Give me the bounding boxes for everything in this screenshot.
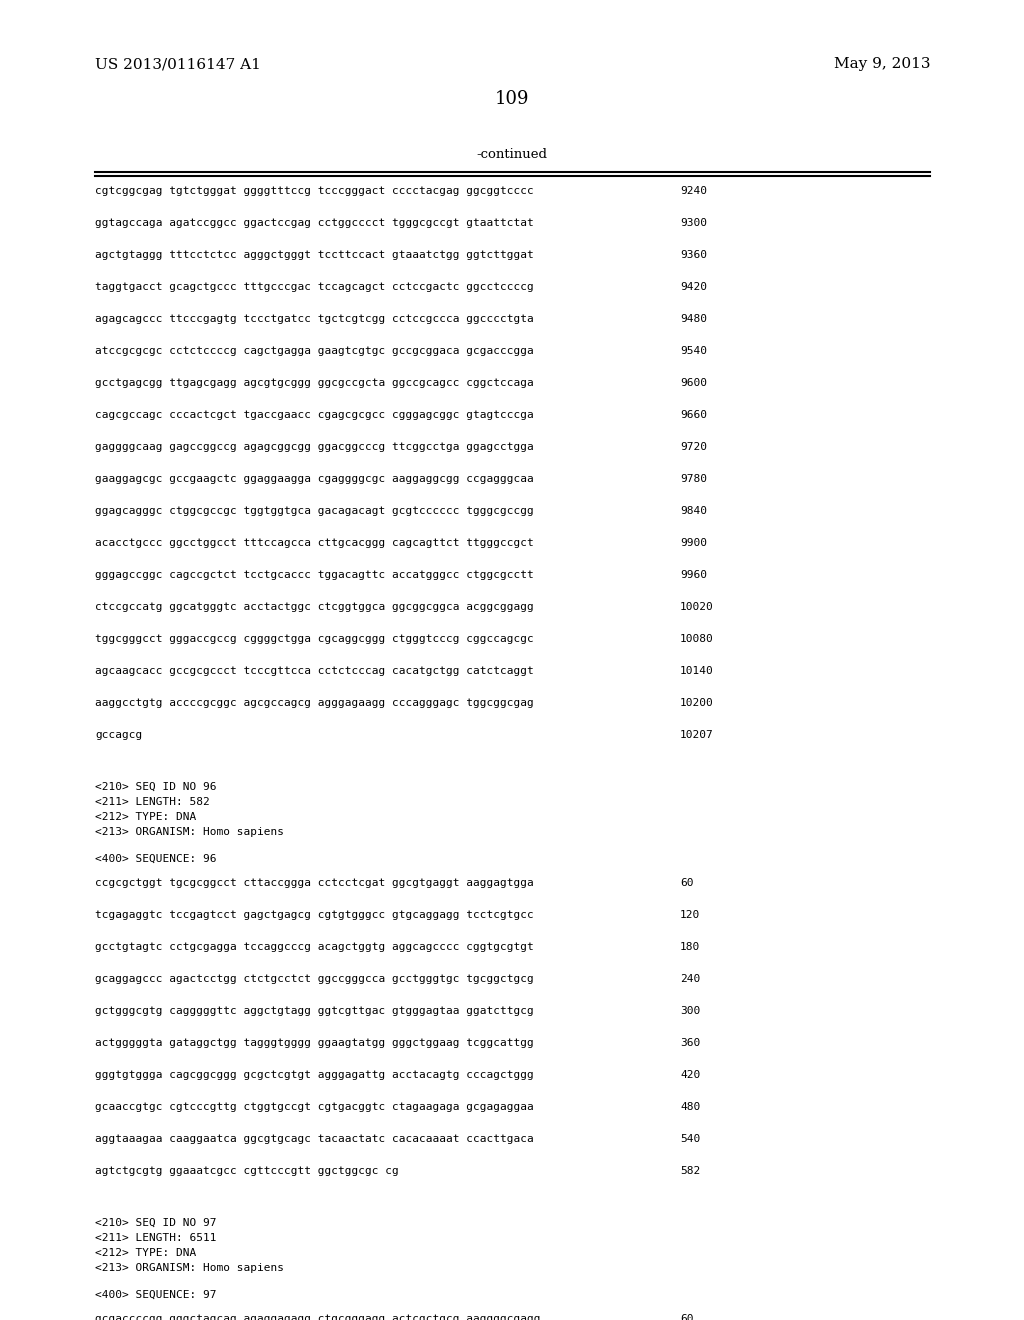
Text: <400> SEQUENCE: 96: <400> SEQUENCE: 96 bbox=[95, 854, 216, 865]
Text: 9420: 9420 bbox=[680, 282, 707, 292]
Text: 10080: 10080 bbox=[680, 634, 714, 644]
Text: gaggggcaag gagccggccg agagcggcgg ggacggcccg ttcggcctga ggagcctgga: gaggggcaag gagccggccg agagcggcgg ggacggc… bbox=[95, 442, 534, 451]
Text: 582: 582 bbox=[680, 1166, 700, 1176]
Text: 9300: 9300 bbox=[680, 218, 707, 228]
Text: gccagcg: gccagcg bbox=[95, 730, 142, 741]
Text: 60: 60 bbox=[680, 1313, 693, 1320]
Text: 10207: 10207 bbox=[680, 730, 714, 741]
Text: agctgtaggg tttcctctcc agggctgggt tccttccact gtaaatctgg ggtcttggat: agctgtaggg tttcctctcc agggctgggt tccttcc… bbox=[95, 249, 534, 260]
Text: 180: 180 bbox=[680, 942, 700, 952]
Text: 9780: 9780 bbox=[680, 474, 707, 484]
Text: 10200: 10200 bbox=[680, 698, 714, 708]
Text: 9240: 9240 bbox=[680, 186, 707, 195]
Text: cgtcggcgag tgtctgggat ggggtttccg tcccgggact cccctacgag ggcggtcccc: cgtcggcgag tgtctgggat ggggtttccg tcccggg… bbox=[95, 186, 534, 195]
Text: <213> ORGANISM: Homo sapiens: <213> ORGANISM: Homo sapiens bbox=[95, 1263, 284, 1272]
Text: <400> SEQUENCE: 97: <400> SEQUENCE: 97 bbox=[95, 1290, 216, 1300]
Text: aaggcctgtg accccgcggc agcgccagcg agggagaagg cccagggagc tggcggcgag: aaggcctgtg accccgcggc agcgccagcg agggaga… bbox=[95, 698, 534, 708]
Text: 420: 420 bbox=[680, 1071, 700, 1080]
Text: gcaaccgtgc cgtcccgttg ctggtgccgt cgtgacggtc ctagaagaga gcgagaggaa: gcaaccgtgc cgtcccgttg ctggtgccgt cgtgacg… bbox=[95, 1102, 534, 1111]
Text: agagcagccc ttcccgagtg tccctgatcc tgctcgtcgg cctccgccca ggcccctgta: agagcagccc ttcccgagtg tccctgatcc tgctcgt… bbox=[95, 314, 534, 323]
Text: 9840: 9840 bbox=[680, 506, 707, 516]
Text: ggtagccaga agatccggcc ggactccgag cctggcccct tgggcgccgt gtaattctat: ggtagccaga agatccggcc ggactccgag cctggcc… bbox=[95, 218, 534, 228]
Text: 10140: 10140 bbox=[680, 667, 714, 676]
Text: atccgcgcgc cctctccccg cagctgagga gaagtcgtgc gccgcggaca gcgacccgga: atccgcgcgc cctctccccg cagctgagga gaagtcg… bbox=[95, 346, 534, 356]
Text: 240: 240 bbox=[680, 974, 700, 983]
Text: 300: 300 bbox=[680, 1006, 700, 1016]
Text: gcctgtagtc cctgcgagga tccaggcccg acagctggtg aggcagcccc cggtgcgtgt: gcctgtagtc cctgcgagga tccaggcccg acagctg… bbox=[95, 942, 534, 952]
Text: ctccgccatg ggcatgggtc acctactggc ctcggtggca ggcggcggca acggcggagg: ctccgccatg ggcatgggtc acctactggc ctcggtg… bbox=[95, 602, 534, 612]
Text: May 9, 2013: May 9, 2013 bbox=[834, 57, 930, 71]
Text: 60: 60 bbox=[680, 878, 693, 888]
Text: 540: 540 bbox=[680, 1134, 700, 1144]
Text: cagcgccagc cccactcgct tgaccgaacc cgagcgcgcc cgggagcggc gtagtcccga: cagcgccagc cccactcgct tgaccgaacc cgagcgc… bbox=[95, 411, 534, 420]
Text: aggtaaagaa caaggaatca ggcgtgcagc tacaactatc cacacaaaat ccacttgaca: aggtaaagaa caaggaatca ggcgtgcagc tacaact… bbox=[95, 1134, 534, 1144]
Text: 9540: 9540 bbox=[680, 346, 707, 356]
Text: 9360: 9360 bbox=[680, 249, 707, 260]
Text: 9600: 9600 bbox=[680, 378, 707, 388]
Text: 480: 480 bbox=[680, 1102, 700, 1111]
Text: US 2013/0116147 A1: US 2013/0116147 A1 bbox=[95, 57, 261, 71]
Text: <211> LENGTH: 582: <211> LENGTH: 582 bbox=[95, 797, 210, 807]
Text: 120: 120 bbox=[680, 909, 700, 920]
Text: 10020: 10020 bbox=[680, 602, 714, 612]
Text: gcctgagcgg ttgagcgagg agcgtgcggg ggcgccgcta ggccgcagcc cggctccaga: gcctgagcgg ttgagcgagg agcgtgcggg ggcgccg… bbox=[95, 378, 534, 388]
Text: tcgagaggtc tccgagtcct gagctgagcg cgtgtgggcc gtgcaggagg tcctcgtgcc: tcgagaggtc tccgagtcct gagctgagcg cgtgtgg… bbox=[95, 909, 534, 920]
Text: <213> ORGANISM: Homo sapiens: <213> ORGANISM: Homo sapiens bbox=[95, 828, 284, 837]
Text: ccgcgctggt tgcgcggcct cttaccggga cctcctcgat ggcgtgaggt aaggagtgga: ccgcgctggt tgcgcggcct cttaccggga cctcctc… bbox=[95, 878, 534, 888]
Text: 9900: 9900 bbox=[680, 539, 707, 548]
Text: 9720: 9720 bbox=[680, 442, 707, 451]
Text: gggtgtggga cagcggcggg gcgctcgtgt agggagattg acctacagtg cccagctggg: gggtgtggga cagcggcggg gcgctcgtgt agggaga… bbox=[95, 1071, 534, 1080]
Text: <211> LENGTH: 6511: <211> LENGTH: 6511 bbox=[95, 1233, 216, 1243]
Text: gcgaccccgg gggctagcag agaggagagg ctgcgggagg actcgctgcg aaggggcgagg: gcgaccccgg gggctagcag agaggagagg ctgcggg… bbox=[95, 1313, 541, 1320]
Text: 360: 360 bbox=[680, 1038, 700, 1048]
Text: gggagccggc cagccgctct tcctgcaccc tggacagttc accatgggcc ctggcgcctt: gggagccggc cagccgctct tcctgcaccc tggacag… bbox=[95, 570, 534, 579]
Text: acacctgccc ggcctggcct tttccagcca cttgcacggg cagcagttct ttgggccgct: acacctgccc ggcctggcct tttccagcca cttgcac… bbox=[95, 539, 534, 548]
Text: 9480: 9480 bbox=[680, 314, 707, 323]
Text: <212> TYPE: DNA: <212> TYPE: DNA bbox=[95, 812, 197, 822]
Text: taggtgacct gcagctgccc tttgcccgac tccagcagct cctccgactc ggcctccccg: taggtgacct gcagctgccc tttgcccgac tccagca… bbox=[95, 282, 534, 292]
Text: <210> SEQ ID NO 96: <210> SEQ ID NO 96 bbox=[95, 781, 216, 792]
Text: gaaggagcgc gccgaagctc ggaggaagga cgaggggcgc aaggaggcgg ccgagggcaa: gaaggagcgc gccgaagctc ggaggaagga cgagggg… bbox=[95, 474, 534, 484]
Text: agcaagcacc gccgcgccct tcccgttcca cctctcccag cacatgctgg catctcaggt: agcaagcacc gccgcgccct tcccgttcca cctctcc… bbox=[95, 667, 534, 676]
Text: gctgggcgtg cagggggttc aggctgtagg ggtcgttgac gtgggagtaa ggatcttgcg: gctgggcgtg cagggggttc aggctgtagg ggtcgtt… bbox=[95, 1006, 534, 1016]
Text: 109: 109 bbox=[495, 90, 529, 108]
Text: tggcgggcct gggaccgccg cggggctgga cgcaggcggg ctgggtcccg cggccagcgc: tggcgggcct gggaccgccg cggggctgga cgcaggc… bbox=[95, 634, 534, 644]
Text: 9960: 9960 bbox=[680, 570, 707, 579]
Text: gcaggagccc agactcctgg ctctgcctct ggccgggcca gcctgggtgc tgcggctgcg: gcaggagccc agactcctgg ctctgcctct ggccggg… bbox=[95, 974, 534, 983]
Text: <210> SEQ ID NO 97: <210> SEQ ID NO 97 bbox=[95, 1218, 216, 1228]
Text: actgggggta gataggctgg tagggtgggg ggaagtatgg gggctggaag tcggcattgg: actgggggta gataggctgg tagggtgggg ggaagta… bbox=[95, 1038, 534, 1048]
Text: 9660: 9660 bbox=[680, 411, 707, 420]
Text: agtctgcgtg ggaaatcgcc cgttcccgtt ggctggcgc cg: agtctgcgtg ggaaatcgcc cgttcccgtt ggctggc… bbox=[95, 1166, 398, 1176]
Text: -continued: -continued bbox=[476, 148, 548, 161]
Text: <212> TYPE: DNA: <212> TYPE: DNA bbox=[95, 1247, 197, 1258]
Text: ggagcagggc ctggcgccgc tggtggtgca gacagacagt gcgtcccccc tgggcgccgg: ggagcagggc ctggcgccgc tggtggtgca gacagac… bbox=[95, 506, 534, 516]
